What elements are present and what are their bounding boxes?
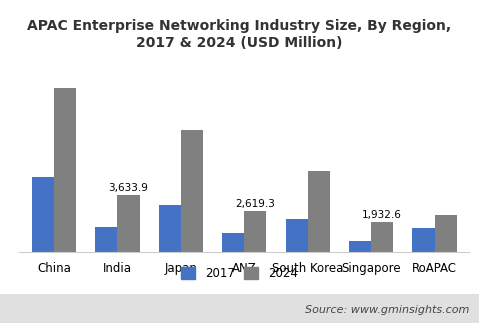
Bar <box>32 177 54 252</box>
Bar <box>159 205 181 252</box>
Bar <box>412 228 434 252</box>
Bar <box>371 222 393 252</box>
Text: 3,633.9: 3,633.9 <box>109 183 148 193</box>
Text: 1,932.6: 1,932.6 <box>362 210 402 220</box>
Text: APAC Enterprise Networking Industry Size, By Region,
2017 & 2024 (USD Million): APAC Enterprise Networking Industry Size… <box>27 19 452 49</box>
Bar <box>181 130 203 252</box>
Bar <box>117 195 140 252</box>
Bar <box>285 219 308 252</box>
Bar <box>222 233 244 252</box>
Text: Source: www.gminsights.com: Source: www.gminsights.com <box>305 305 469 315</box>
Bar <box>54 88 76 252</box>
Bar <box>244 211 266 252</box>
Text: 2,619.3: 2,619.3 <box>236 199 275 209</box>
Bar <box>95 227 117 252</box>
Bar <box>308 171 330 252</box>
Legend: 2017, 2024: 2017, 2024 <box>177 262 302 285</box>
Bar <box>434 215 457 252</box>
Bar <box>349 241 371 252</box>
